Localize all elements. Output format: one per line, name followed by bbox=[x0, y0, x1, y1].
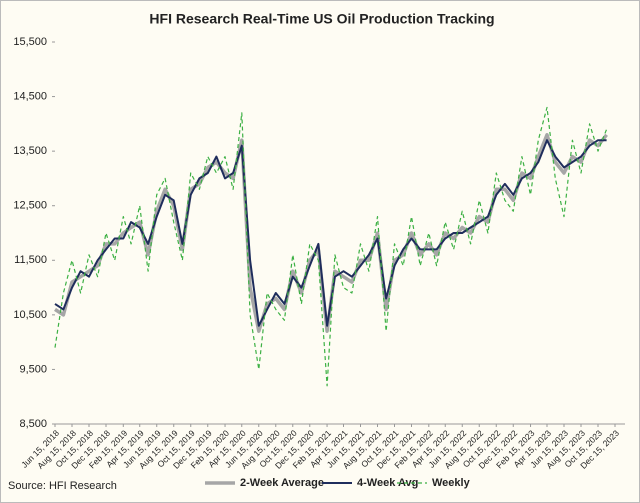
legend-label: 4-Week Avg bbox=[357, 477, 418, 489]
chart-title: HFI Research Real-Time US Oil Production… bbox=[149, 11, 494, 27]
source: Source: HFI Research bbox=[8, 480, 117, 492]
series-line bbox=[54, 139, 607, 327]
legend-label: Weekly bbox=[432, 477, 471, 489]
y-tick-label: 12,500 bbox=[13, 200, 47, 212]
y-tick-label: 9,500 bbox=[19, 363, 47, 375]
y-tick-label: 8,500 bbox=[19, 418, 47, 430]
y-tick-label: 10,500 bbox=[13, 309, 47, 321]
legend-label: 2-Week Average bbox=[240, 477, 324, 489]
y-tick-label: 13,500 bbox=[13, 145, 47, 157]
y-tick-label: 11,500 bbox=[14, 254, 47, 266]
y-tick-label: 14,500 bbox=[13, 90, 47, 102]
y-tick-label: 15,500 bbox=[13, 36, 47, 48]
